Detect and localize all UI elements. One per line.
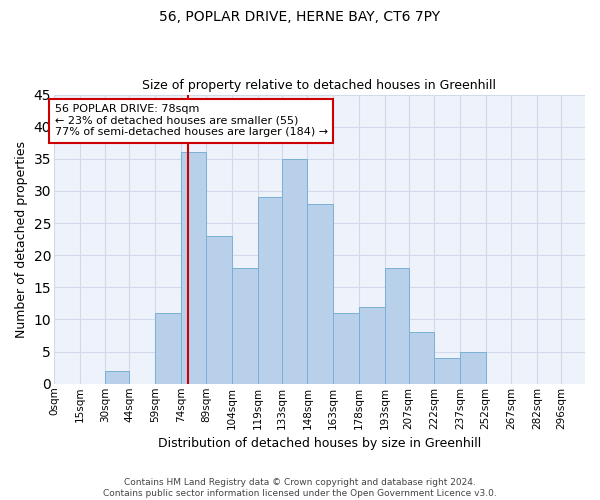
Text: Contains HM Land Registry data © Crown copyright and database right 2024.
Contai: Contains HM Land Registry data © Crown c…: [103, 478, 497, 498]
Bar: [434, 358, 460, 384]
Bar: [206, 236, 232, 384]
Bar: [232, 268, 258, 384]
Bar: [282, 159, 307, 384]
Bar: [359, 306, 385, 384]
Bar: [307, 204, 333, 384]
Bar: [409, 332, 434, 384]
Title: Size of property relative to detached houses in Greenhill: Size of property relative to detached ho…: [142, 79, 496, 92]
Bar: [181, 152, 206, 384]
Bar: [333, 313, 359, 384]
Bar: [385, 268, 409, 384]
Text: 56, POPLAR DRIVE, HERNE BAY, CT6 7PY: 56, POPLAR DRIVE, HERNE BAY, CT6 7PY: [160, 10, 440, 24]
Bar: [460, 352, 485, 384]
Bar: [106, 371, 130, 384]
Text: 56 POPLAR DRIVE: 78sqm
← 23% of detached houses are smaller (55)
77% of semi-det: 56 POPLAR DRIVE: 78sqm ← 23% of detached…: [55, 104, 328, 138]
Y-axis label: Number of detached properties: Number of detached properties: [15, 140, 28, 338]
X-axis label: Distribution of detached houses by size in Greenhill: Distribution of detached houses by size …: [158, 437, 481, 450]
Bar: [155, 313, 181, 384]
Bar: [258, 198, 282, 384]
